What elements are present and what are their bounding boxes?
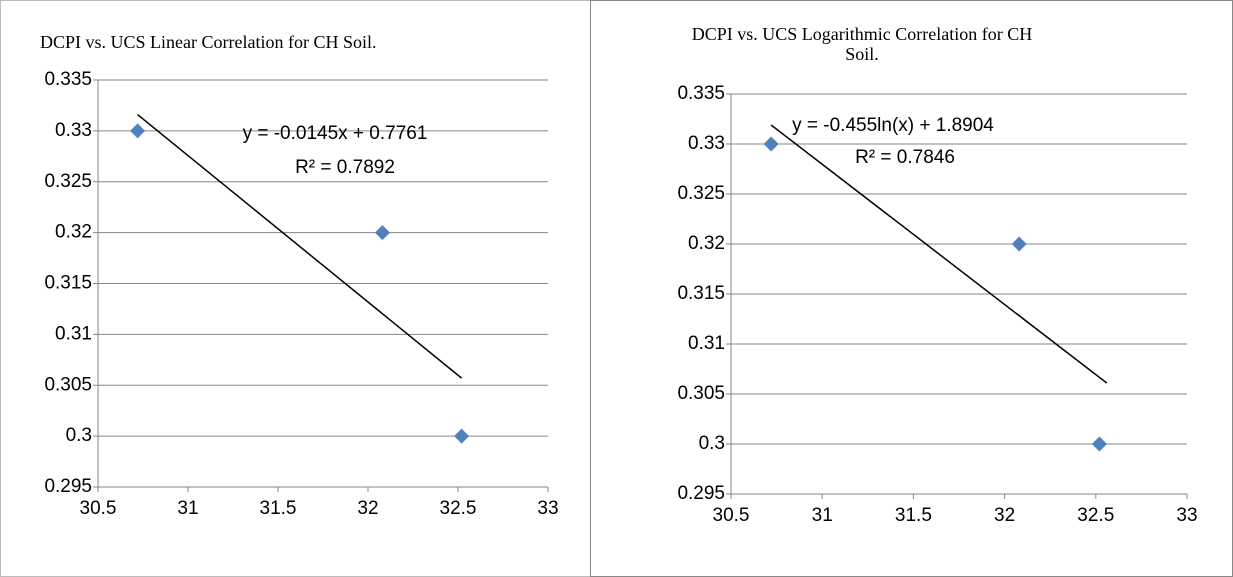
y-tick-label: 0.335 (44, 69, 92, 90)
y-tick-label: 0.325 (677, 183, 725, 204)
chart-title: DCPI vs. UCS Linear Correlation for CH S… (40, 32, 376, 52)
data-point (1011, 236, 1027, 252)
y-tick-label: 0.305 (677, 383, 725, 404)
x-tick-label: 31 (177, 498, 198, 519)
data-point (130, 123, 146, 139)
trendline (770, 124, 1108, 384)
y-tick-label: 0.335 (677, 83, 725, 104)
data-point (1091, 436, 1107, 452)
y-tick-label: 0.295 (677, 483, 725, 504)
trendline (137, 114, 463, 379)
y-tick-label: 0.305 (44, 374, 92, 395)
y-tick-label: 0.33 (55, 120, 92, 141)
x-tick-label: 32.5 (1077, 505, 1114, 526)
y-tick-label: 0.315 (44, 273, 92, 294)
y-tick-label: 0.325 (44, 171, 92, 192)
x-tick-label: 30.5 (80, 498, 117, 519)
y-tick-label: 0.33 (688, 133, 725, 154)
annotation: R² = 0.7846 (855, 147, 955, 168)
y-tick-label: 0.31 (688, 333, 725, 354)
x-tick-label: 31.5 (260, 498, 297, 519)
y-tick-label: 0.3 (66, 425, 92, 446)
y-tick-label: 0.315 (677, 283, 725, 304)
annotation: R² = 0.7892 (295, 157, 395, 178)
x-tick-label: 32 (357, 498, 378, 519)
y-tick-label: 0.295 (44, 476, 92, 497)
y-tick-label: 0.32 (688, 233, 725, 254)
x-tick-label: 31 (812, 505, 833, 526)
x-tick-label: 33 (537, 498, 558, 519)
annotation: y = -0.0145x + 0.7761 (243, 123, 428, 144)
chart-title: DCPI vs. UCS Logarithmic Correlation for… (692, 24, 1032, 44)
x-tick-label: 33 (1176, 505, 1197, 526)
x-tick-label: 31.5 (895, 505, 932, 526)
data-point (763, 136, 779, 152)
y-tick-label: 0.32 (55, 222, 92, 243)
x-tick-label: 32.5 (440, 498, 477, 519)
x-tick-label: 30.5 (713, 505, 750, 526)
y-tick-label: 0.31 (55, 323, 92, 344)
x-tick-label: 32 (994, 505, 1015, 526)
data-point (454, 428, 470, 444)
y-tick-label: 0.3 (699, 433, 725, 454)
chart-title: Soil. (845, 44, 879, 64)
data-point (374, 225, 390, 241)
annotation: y = -0.455ln(x) + 1.8904 (792, 115, 994, 136)
